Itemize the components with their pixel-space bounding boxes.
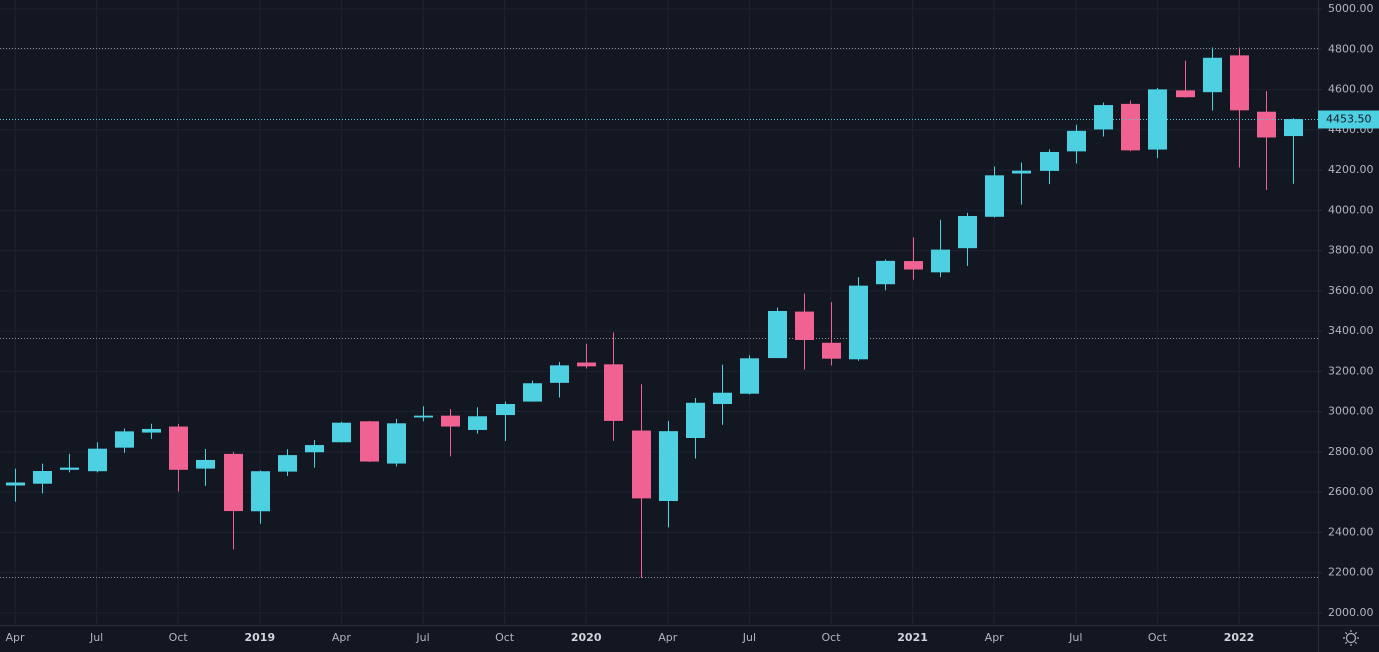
candle-body xyxy=(1230,55,1249,111)
candle-body xyxy=(224,453,243,512)
candle-body xyxy=(33,471,52,484)
candle-body xyxy=(632,430,651,499)
candle-body xyxy=(88,448,107,472)
candle-body xyxy=(1284,119,1303,137)
candle-body xyxy=(1040,151,1059,171)
candle-body xyxy=(496,403,515,416)
candle-body xyxy=(1203,57,1222,93)
candle-body xyxy=(686,402,705,439)
candle-body xyxy=(904,261,923,270)
x-tick-label: 2019 xyxy=(244,631,275,644)
x-tick-label: Jul xyxy=(742,631,756,644)
y-tick-label: 5000.00 xyxy=(1328,2,1374,15)
candle-body xyxy=(196,459,215,469)
candle-body xyxy=(659,431,678,502)
x-tick-label: Oct xyxy=(1148,631,1168,644)
x-tick-label: 2021 xyxy=(897,631,928,644)
candle-body xyxy=(604,364,623,421)
y-tick-label: 2200.00 xyxy=(1328,566,1374,579)
candle-body xyxy=(985,175,1004,217)
y-tick-label: 2800.00 xyxy=(1328,445,1374,458)
x-tick-label: Apr xyxy=(5,631,25,644)
candle-body xyxy=(931,249,950,273)
candle-body xyxy=(414,415,433,418)
y-tick-label: 4800.00 xyxy=(1328,42,1374,55)
candle-body xyxy=(305,445,324,453)
x-tick-label: Oct xyxy=(495,631,515,644)
y-tick-label: 3400.00 xyxy=(1328,324,1374,337)
candle-body xyxy=(795,311,814,340)
grid xyxy=(0,0,1318,625)
candle-body xyxy=(1148,89,1167,150)
x-tick-label: 2020 xyxy=(571,631,602,644)
y-tick-label: 3600.00 xyxy=(1328,284,1374,297)
candle-body xyxy=(1176,90,1195,98)
candle-body xyxy=(468,416,487,430)
candle-body xyxy=(849,285,868,360)
x-tick-label: Jul xyxy=(415,631,429,644)
candle-body xyxy=(550,365,569,383)
candle-body xyxy=(958,215,977,249)
candle-body xyxy=(387,423,406,464)
y-tick-label: 4200.00 xyxy=(1328,163,1374,176)
x-tick-label: Apr xyxy=(658,631,678,644)
x-tick-label: Jul xyxy=(1068,631,1082,644)
y-tick-label: 4600.00 xyxy=(1328,83,1374,96)
x-tick-label: Oct xyxy=(821,631,841,644)
candle-body xyxy=(142,428,161,433)
candle-body xyxy=(251,471,270,512)
x-tick-label: Jul xyxy=(89,631,103,644)
y-tick-label: 3200.00 xyxy=(1328,364,1374,377)
candle-body xyxy=(1012,170,1031,174)
y-tick-label: 3800.00 xyxy=(1328,244,1374,257)
candle-body xyxy=(360,421,379,462)
x-tick-label: Apr xyxy=(985,631,1005,644)
candle-body xyxy=(1094,105,1113,130)
candle-body xyxy=(1067,130,1086,152)
candle-body xyxy=(822,342,841,359)
candle-body xyxy=(169,426,188,470)
candle-body xyxy=(278,455,297,472)
candle-body xyxy=(1257,111,1276,138)
candle-body xyxy=(1121,103,1140,151)
candle-body xyxy=(6,482,25,486)
y-tick-label: 2600.00 xyxy=(1328,485,1374,498)
candle-body xyxy=(523,383,542,402)
last-price-label: 4453.50 xyxy=(1326,113,1372,126)
y-tick-label: 2000.00 xyxy=(1328,606,1374,619)
y-tick-label: 2400.00 xyxy=(1328,525,1374,538)
settings-icon[interactable] xyxy=(1343,630,1359,646)
candle-body xyxy=(441,415,460,427)
candle-body xyxy=(332,422,351,443)
y-tick-label: 3000.00 xyxy=(1328,405,1374,418)
x-tick-label: Oct xyxy=(169,631,189,644)
candle-body xyxy=(115,431,134,448)
candle-body xyxy=(768,310,787,359)
y-tick-label: 4000.00 xyxy=(1328,203,1374,216)
candle-body xyxy=(713,392,732,404)
candle-body xyxy=(876,260,895,285)
candle-body xyxy=(740,358,759,394)
candle-body xyxy=(577,362,596,367)
x-tick-label: Apr xyxy=(332,631,352,644)
last-price-box xyxy=(1318,110,1379,129)
x-tick-label: 2022 xyxy=(1224,631,1255,644)
candle-body xyxy=(60,467,79,470)
